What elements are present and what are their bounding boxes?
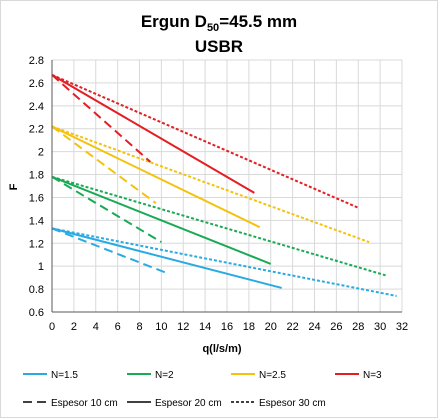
y-tick-label: 1.6	[29, 192, 44, 204]
y-tick-label: 1.2	[29, 238, 44, 250]
y-tick-label: 1	[38, 261, 44, 273]
x-tick-label: 26	[330, 321, 342, 333]
x-tick-label: 8	[136, 321, 142, 333]
x-tick-label: 12	[177, 321, 189, 333]
x-tick-label: 24	[308, 321, 320, 333]
series-line-n-3-espesor-20-cm	[51, 74, 255, 194]
series-layer	[51, 73, 397, 297]
title-subscript: 50	[207, 22, 219, 34]
x-tick-label: 0	[49, 321, 55, 333]
series-line-n-3-espesor-30-cm	[51, 73, 359, 209]
x-tick-label: 30	[374, 321, 386, 333]
series-line-n-2-5-espesor-30-cm	[51, 125, 370, 244]
x-tick-label: 22	[287, 321, 299, 333]
legend-label-espesor-10-cm: Espesor 10 cm	[51, 398, 118, 409]
y-tick-label: 2.4	[29, 101, 44, 113]
series-line-n-1-5-espesor-20-cm	[51, 227, 282, 289]
y-tick-label: 1.8	[29, 170, 44, 182]
x-tick-label: 20	[265, 321, 277, 333]
legend-label-espesor-30-cm: Espesor 30 cm	[259, 398, 326, 409]
x-tick-label: 10	[155, 321, 167, 333]
y-tick-label: 1.4	[29, 215, 44, 227]
x-tick-label: 6	[115, 321, 121, 333]
x-tick-label: 16	[221, 321, 233, 333]
series-line-n-2-espesor-20-cm	[51, 175, 272, 265]
x-tick-label: 4	[93, 321, 99, 333]
x-tick-label: 28	[352, 321, 364, 333]
series-line-n-1-5-espesor-10-cm	[51, 227, 168, 274]
y-tick-label: 2.6	[29, 78, 44, 90]
series-line-n-2-5-espesor-20-cm	[51, 125, 261, 229]
legend: N=1.5 N=2 N=2.5 N=3 Espesor 10 cm Espesor 20 …	[23, 370, 382, 409]
legend-label-n-3: N=3	[363, 370, 382, 381]
y-tick-label: 2.8	[29, 55, 44, 67]
legend-label-espesor-20-cm: Espesor 20 cm	[155, 398, 222, 409]
title-suffix: =45.5 mm	[219, 12, 297, 31]
x-tick-label: 2	[71, 321, 77, 333]
title-prefix: Ergun D	[141, 12, 207, 31]
chart-title: Ergun D50=45.5 mm	[141, 12, 297, 34]
x-axis-label: q(l/s/m)	[202, 343, 241, 355]
legend-label-n-2: N=2	[155, 370, 174, 381]
x-tick-label: 14	[199, 321, 211, 333]
series-line-n-2-espesor-10-cm	[51, 175, 162, 243]
y-tick-label: 0.8	[29, 284, 44, 296]
series-line-n-2-espesor-30-cm	[51, 175, 386, 277]
axis-layer: 0 2 4 6 8 10 12 14 16 18 20 22 24 26 28 30 320.60.811.21…	[29, 55, 408, 333]
legend-label-n-2-5: N=2.5	[259, 370, 286, 381]
series-line-n-3-espesor-10-cm	[51, 74, 152, 163]
series-line-n-1-5-espesor-30-cm	[51, 227, 397, 297]
legend-label-n-1-5: N=1.5	[51, 370, 78, 381]
y-axis-label: F	[8, 183, 20, 190]
y-tick-label: 2.2	[29, 124, 44, 136]
chart-subtitle: USBR	[195, 37, 243, 56]
x-tick-label: 32	[396, 321, 408, 333]
x-tick-label: 18	[243, 321, 255, 333]
y-tick-label: 0.6	[29, 307, 44, 319]
y-tick-label: 2	[38, 147, 44, 159]
series-line-n-2-5-espesor-10-cm	[51, 125, 157, 204]
